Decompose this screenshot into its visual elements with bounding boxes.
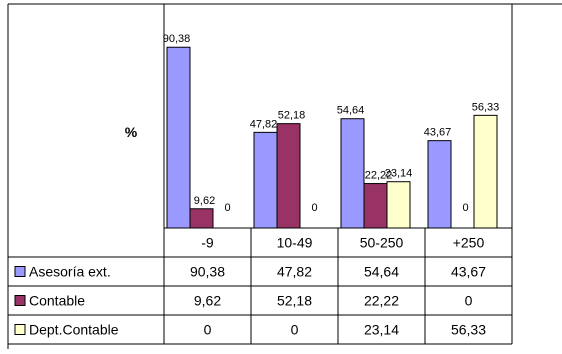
data-label-1-4: 43,67	[424, 127, 452, 139]
data-label-1-2: 47,82	[250, 118, 278, 130]
legend-entry-3: Dept.Contable	[29, 322, 119, 338]
data-label-1-1: 90,38	[163, 33, 191, 45]
table-cell-3-3: 23,14	[364, 322, 399, 338]
y-axis-title: %	[125, 124, 138, 140]
data-label-3-2: 0	[311, 202, 317, 214]
data-label-3-4: 56,33	[472, 101, 500, 113]
bar-2-1	[189, 208, 214, 229]
table-cell-2-3: 22,22	[364, 293, 399, 309]
data-label-2-4: 0	[462, 202, 468, 214]
category-label: +250	[453, 235, 485, 251]
table-cell-2-1: 9,62	[194, 293, 221, 309]
data-label-2-1: 9,62	[194, 195, 215, 207]
table-cell-1-1: 90,38	[190, 264, 225, 280]
legend-entry-1: Asesoría ext.	[29, 264, 111, 280]
category-label: 50-250	[360, 235, 404, 251]
legend-swatch-1	[14, 266, 26, 277]
bar-1-1	[166, 46, 191, 229]
bar-1-3	[340, 118, 365, 229]
category-label: 10-49	[277, 235, 313, 251]
data-label-3-3: 23,14	[385, 168, 413, 180]
bar-2-2	[276, 123, 301, 229]
table-cell-2-2: 52,18	[277, 293, 312, 309]
data-label-2-3: 22,22	[365, 170, 393, 182]
bar-2-3	[363, 183, 388, 229]
data-table: -9 10-49 50-250 +250 Asesoría ext. 90,38 47,82…	[8, 227, 513, 345]
bar-1-4	[427, 140, 452, 229]
table-cell-2-4: 0	[465, 293, 473, 309]
table-cell-3-2: 0	[291, 322, 299, 338]
legend-entry-2: Contable	[29, 293, 85, 309]
bar-3-3	[386, 181, 411, 229]
legend-swatch-2	[14, 295, 26, 306]
legend-swatch-3	[14, 324, 26, 335]
table-cell-1-4: 43,67	[451, 264, 486, 280]
table-cell-3-4: 56,33	[451, 322, 486, 338]
data-label-3-1: 0	[224, 202, 230, 214]
data-label-2-2: 52,18	[278, 110, 306, 122]
bar-1-2	[253, 131, 278, 229]
data-label-1-3: 54,64	[337, 105, 365, 117]
table-cell-1-2: 47,82	[277, 264, 312, 280]
table-cell-1-3: 54,64	[364, 264, 399, 280]
table-cell-3-1: 0	[204, 322, 212, 338]
bar-3-4	[473, 114, 498, 229]
category-label: -9	[201, 235, 214, 251]
